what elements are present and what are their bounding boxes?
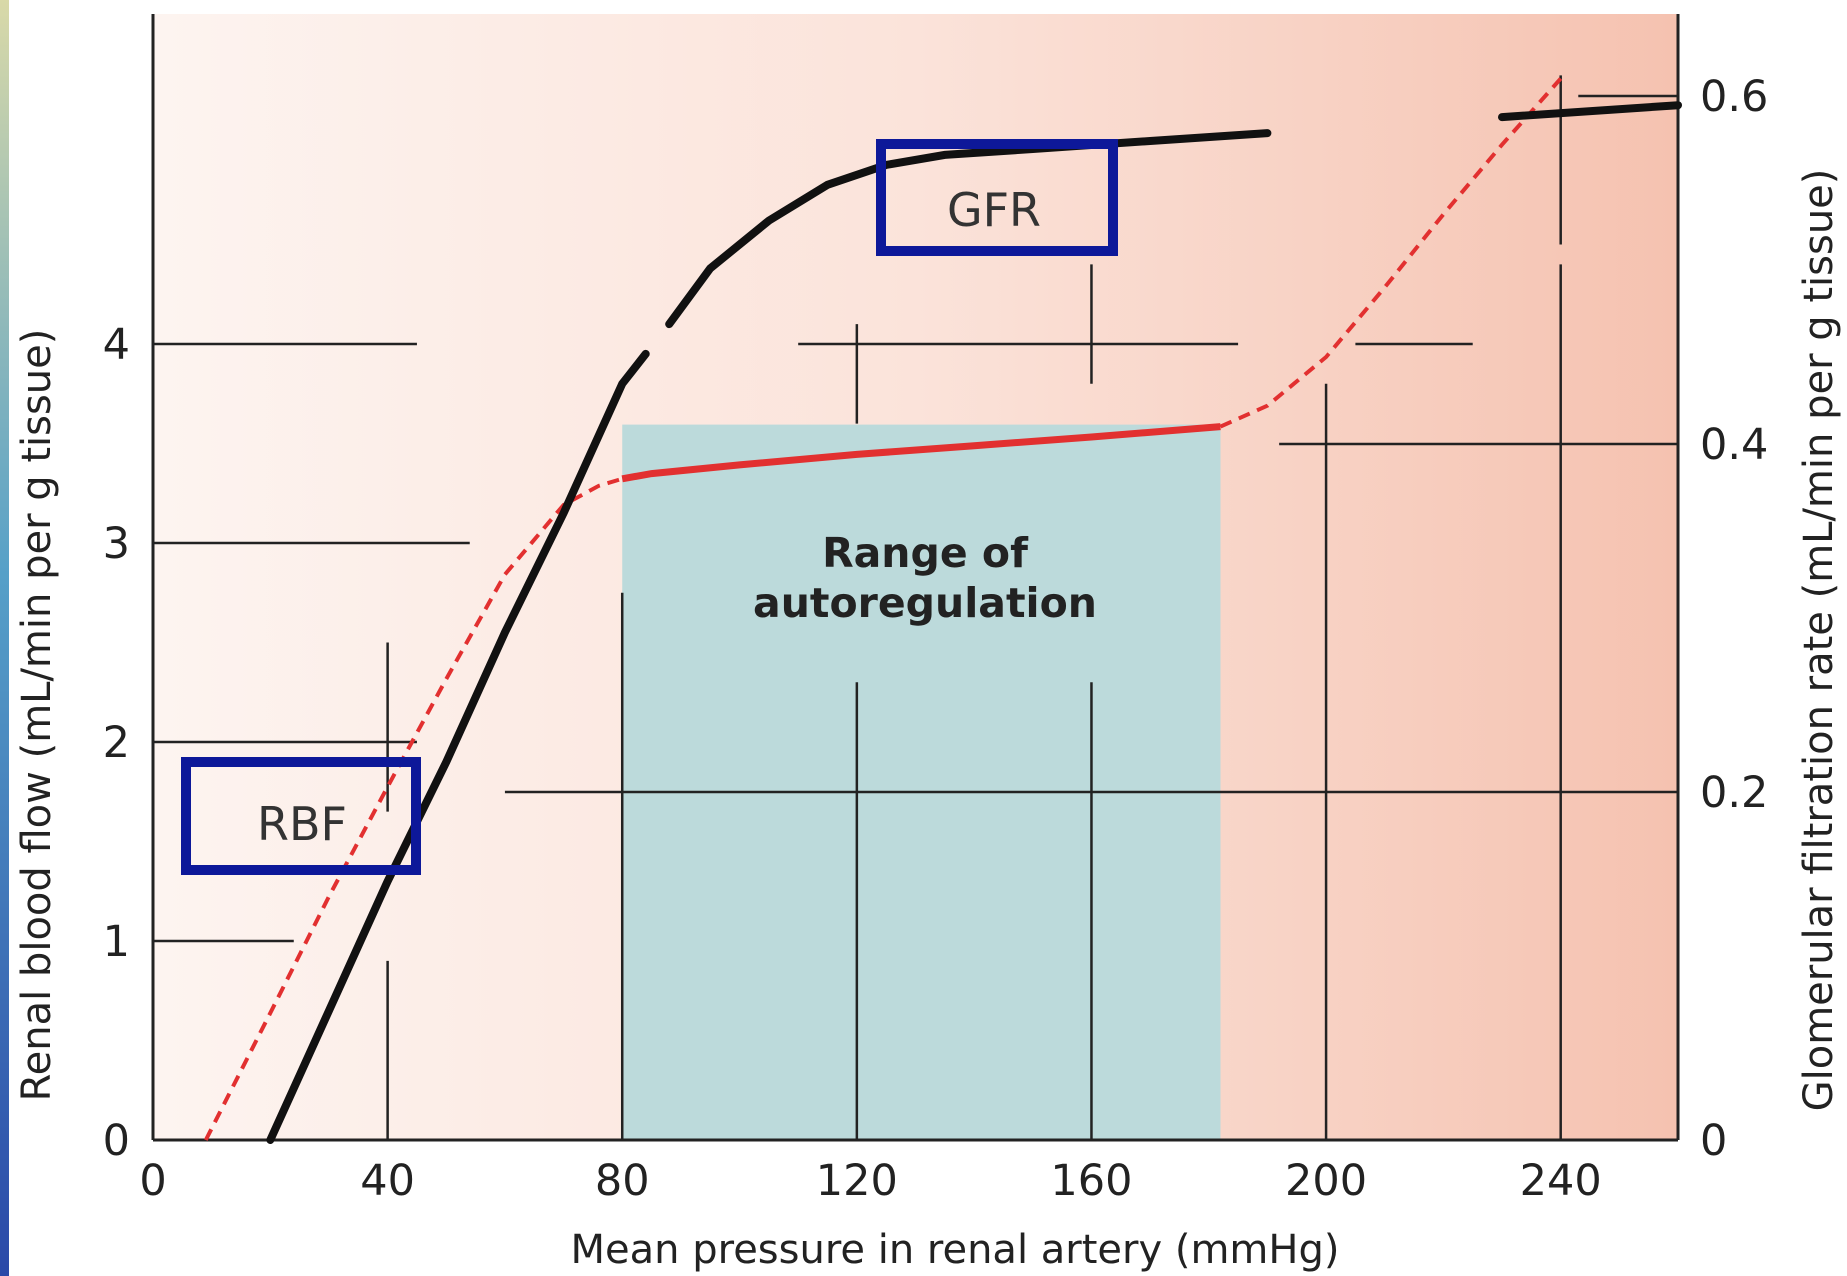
y-tick-label-right: 0 (1700, 1116, 1727, 1166)
rbf-label-box (181, 757, 421, 875)
gfr-line-low-dashed (204, 476, 623, 1141)
y-tick-label-left: 1 (103, 917, 130, 967)
y-tick-label-right: 0.6 (1700, 72, 1768, 122)
y-tick-label-right: 0.4 (1700, 420, 1768, 470)
grid-lines (153, 75, 1678, 1140)
x-tick-label: 80 (595, 1156, 650, 1206)
x-tick-label: 120 (816, 1156, 898, 1206)
region-label-line2: autoregulation (753, 579, 1097, 627)
x-axis-title: Mean pressure in renal artery (mmHg) (571, 1227, 1340, 1273)
x-tick-label: 200 (1285, 1156, 1367, 1206)
region-label-line1: Range of (822, 529, 1029, 577)
autoregulation-region (622, 424, 1221, 1141)
gfr-line-high-dashed (1219, 77, 1563, 429)
left-frame-strip (0, 0, 9, 1276)
x-tick-label: 240 (1520, 1156, 1602, 1206)
rbf-label: RBF (257, 797, 347, 851)
gfr-label: GFR (947, 183, 1041, 237)
y-tick-label-right: 0.2 (1700, 768, 1768, 818)
x-tick-label: 40 (360, 1156, 415, 1206)
rbf-line-tail (1498, 101, 1682, 122)
y-tick-label-left: 4 (103, 320, 130, 370)
y-tick-label-left: 0 (103, 1116, 130, 1166)
y-tick-label-left: 2 (103, 718, 130, 768)
axes (151, 14, 1680, 1142)
gfr-label-box (876, 139, 1118, 256)
x-tick-label: 0 (139, 1156, 166, 1206)
y-axis-title-left: Renal blood flow (mL/min per g tissue) (14, 329, 60, 1102)
y-tick-label-left: 3 (103, 519, 130, 569)
y-axis-title-right: Glomerular filtration rate (mL/min per g… (1796, 169, 1842, 1112)
series-layer (204, 77, 1682, 1144)
rbf-line-rising (266, 349, 650, 1144)
x-tick-label: 160 (1050, 1156, 1132, 1206)
gfr-line-solid (621, 423, 1221, 483)
